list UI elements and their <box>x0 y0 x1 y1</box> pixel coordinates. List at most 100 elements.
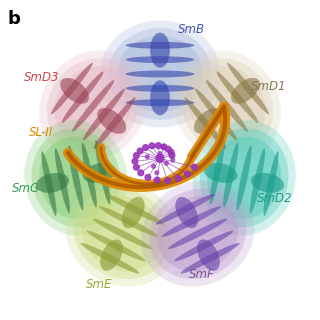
Ellipse shape <box>61 71 103 123</box>
Ellipse shape <box>68 146 84 210</box>
Ellipse shape <box>150 81 170 115</box>
Circle shape <box>158 152 162 156</box>
Ellipse shape <box>99 206 158 237</box>
Text: SmF: SmF <box>188 268 214 281</box>
Ellipse shape <box>174 231 233 261</box>
Ellipse shape <box>250 148 265 213</box>
Ellipse shape <box>82 196 163 271</box>
Circle shape <box>161 145 165 149</box>
Circle shape <box>132 158 138 164</box>
Ellipse shape <box>180 58 273 153</box>
Circle shape <box>171 158 175 162</box>
Circle shape <box>156 143 161 148</box>
Ellipse shape <box>206 80 248 132</box>
Circle shape <box>155 171 159 175</box>
Ellipse shape <box>231 78 260 103</box>
Ellipse shape <box>210 140 225 204</box>
Circle shape <box>152 164 156 168</box>
Ellipse shape <box>66 181 179 286</box>
Ellipse shape <box>251 173 284 192</box>
Circle shape <box>164 161 168 165</box>
Text: SmG: SmG <box>12 182 40 195</box>
Ellipse shape <box>125 56 195 63</box>
Ellipse shape <box>55 148 70 213</box>
Circle shape <box>175 176 181 181</box>
Ellipse shape <box>125 99 195 106</box>
Ellipse shape <box>200 128 288 227</box>
Ellipse shape <box>180 243 240 274</box>
Ellipse shape <box>93 219 152 249</box>
Circle shape <box>137 148 143 154</box>
Text: SmD2: SmD2 <box>257 192 292 205</box>
Ellipse shape <box>156 194 215 225</box>
Ellipse shape <box>80 243 140 274</box>
Ellipse shape <box>98 108 126 133</box>
Ellipse shape <box>217 71 259 123</box>
Ellipse shape <box>149 188 246 279</box>
Ellipse shape <box>236 146 252 210</box>
Circle shape <box>156 155 164 162</box>
Ellipse shape <box>195 89 237 140</box>
Ellipse shape <box>168 219 227 249</box>
Circle shape <box>133 153 139 158</box>
Ellipse shape <box>197 240 220 270</box>
Ellipse shape <box>87 231 146 261</box>
Ellipse shape <box>227 63 269 115</box>
Ellipse shape <box>157 196 238 271</box>
Ellipse shape <box>60 78 89 103</box>
Ellipse shape <box>82 143 97 207</box>
Circle shape <box>145 155 149 159</box>
Text: SmD1: SmD1 <box>251 80 286 93</box>
Ellipse shape <box>95 140 110 204</box>
Ellipse shape <box>39 137 113 219</box>
Ellipse shape <box>51 63 93 115</box>
Circle shape <box>138 170 144 176</box>
Text: SmD3: SmD3 <box>24 71 60 84</box>
Ellipse shape <box>223 143 238 207</box>
Ellipse shape <box>72 80 114 132</box>
Circle shape <box>185 171 190 177</box>
Circle shape <box>165 178 171 183</box>
Ellipse shape <box>141 181 254 286</box>
Ellipse shape <box>162 206 221 237</box>
Ellipse shape <box>39 51 147 161</box>
Ellipse shape <box>193 120 296 236</box>
Ellipse shape <box>207 137 281 219</box>
Ellipse shape <box>24 120 127 236</box>
Circle shape <box>133 164 139 170</box>
Circle shape <box>149 143 155 149</box>
Ellipse shape <box>125 70 195 77</box>
Ellipse shape <box>100 20 220 127</box>
Text: SmE: SmE <box>86 278 113 291</box>
Ellipse shape <box>117 36 203 112</box>
Ellipse shape <box>185 97 227 149</box>
Circle shape <box>169 153 175 158</box>
Circle shape <box>168 149 174 155</box>
Ellipse shape <box>204 163 237 182</box>
Ellipse shape <box>93 97 135 149</box>
Ellipse shape <box>41 151 57 216</box>
Circle shape <box>145 174 151 180</box>
Ellipse shape <box>125 85 195 92</box>
Circle shape <box>143 145 148 150</box>
Ellipse shape <box>176 197 198 228</box>
Ellipse shape <box>188 66 266 146</box>
Ellipse shape <box>263 151 279 216</box>
Text: b: b <box>7 10 20 28</box>
Ellipse shape <box>100 240 123 270</box>
Text: SmB: SmB <box>178 23 205 36</box>
Ellipse shape <box>83 89 125 140</box>
Circle shape <box>154 177 160 183</box>
Ellipse shape <box>32 128 120 227</box>
Ellipse shape <box>125 42 195 49</box>
Circle shape <box>161 144 167 150</box>
Ellipse shape <box>194 108 222 133</box>
Ellipse shape <box>173 51 281 161</box>
Ellipse shape <box>83 163 116 182</box>
Ellipse shape <box>74 188 171 279</box>
Ellipse shape <box>105 194 164 225</box>
Ellipse shape <box>47 58 140 153</box>
Circle shape <box>165 146 171 152</box>
Ellipse shape <box>108 28 212 120</box>
Ellipse shape <box>36 173 69 192</box>
